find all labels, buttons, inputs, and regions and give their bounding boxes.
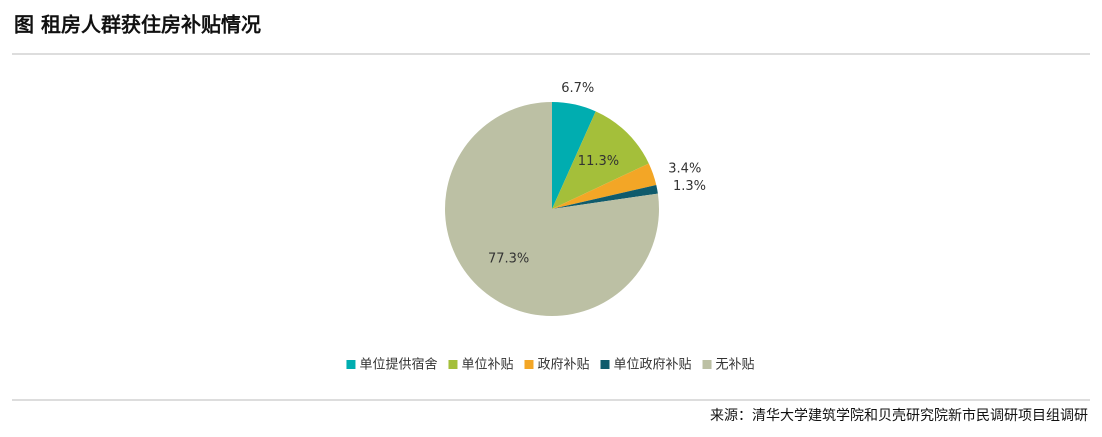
pie-slice (552, 111, 649, 209)
data-label: 1.3% (673, 179, 706, 194)
legend-swatch (448, 360, 458, 369)
data-label: 77.3% (488, 252, 529, 267)
pie-slice (444, 102, 659, 316)
legend-swatch (524, 360, 534, 369)
data-label: 6.7% (561, 81, 594, 96)
legend-label: 单位政府补贴 (614, 358, 692, 373)
source: 来源：清华大学建筑学院和贝壳研究院新市民调研项目组调研 (710, 407, 1088, 424)
data-label: 3.4% (668, 161, 701, 176)
legend-label: 政府补贴 (537, 358, 589, 373)
pie-slice (552, 102, 596, 209)
legend-swatch (600, 360, 610, 369)
data-label: 11.3% (578, 154, 619, 169)
legend-label: 单位提供宿舍 (359, 357, 437, 373)
legend-swatch (702, 360, 712, 369)
legend-label: 无补贴 (716, 358, 755, 373)
legend-swatch (346, 360, 356, 369)
pie-slice (552, 185, 658, 209)
pie-slice (552, 163, 657, 209)
legend-label: 单位补贴 (461, 358, 513, 373)
chart-title: 图 租房人群获住房补贴情况 (14, 13, 261, 37)
